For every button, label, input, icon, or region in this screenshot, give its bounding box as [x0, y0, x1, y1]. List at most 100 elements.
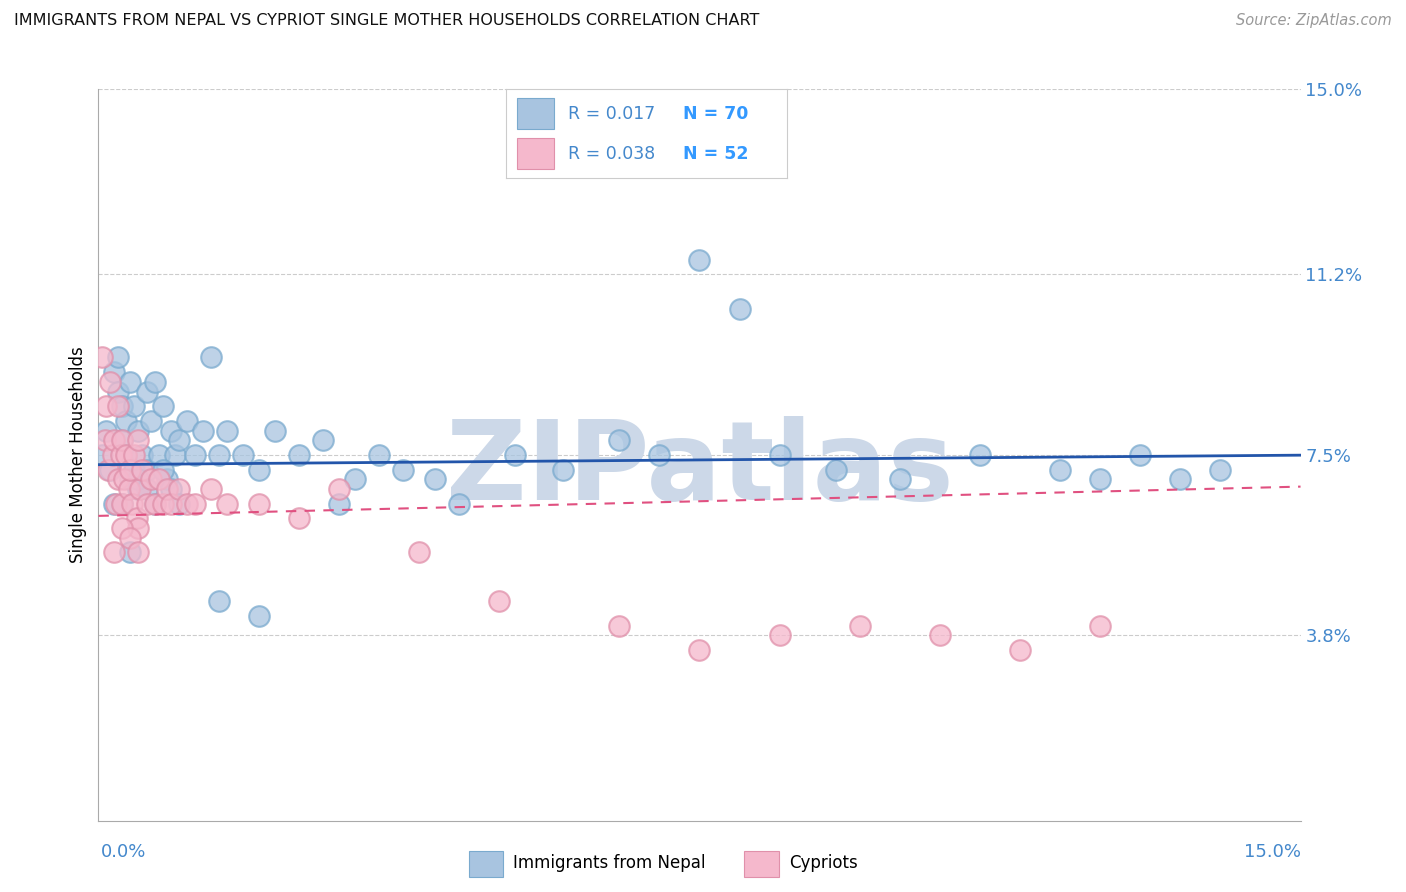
Point — [287, 448, 309, 462]
Point — [115, 448, 138, 462]
Point — [503, 448, 526, 462]
Text: 0.0%: 0.0% — [101, 843, 146, 861]
Point — [176, 497, 198, 511]
Point — [143, 375, 166, 389]
Point — [103, 365, 125, 379]
Point — [768, 448, 790, 462]
Point — [139, 414, 162, 428]
Point — [120, 545, 142, 559]
Point — [728, 301, 751, 316]
Point — [208, 448, 231, 462]
Point — [101, 448, 124, 462]
Point — [120, 462, 142, 476]
Point — [447, 497, 470, 511]
Point — [124, 448, 146, 462]
Point — [929, 628, 952, 642]
Point — [648, 448, 671, 462]
Point — [152, 462, 174, 476]
Point — [1049, 462, 1071, 476]
Point — [96, 399, 118, 413]
Text: N = 70: N = 70 — [683, 104, 748, 123]
Point — [1209, 462, 1232, 476]
Point — [112, 472, 135, 486]
Point — [768, 628, 790, 642]
Point — [152, 399, 174, 413]
Point — [159, 424, 181, 438]
Point — [208, 594, 231, 608]
Point — [103, 434, 125, 448]
Point — [91, 351, 114, 365]
Point — [247, 462, 270, 476]
Point — [139, 472, 162, 486]
Point — [263, 424, 285, 438]
FancyBboxPatch shape — [517, 98, 554, 129]
Point — [124, 462, 146, 476]
Point — [135, 462, 157, 476]
Point — [183, 497, 205, 511]
Point — [148, 472, 170, 486]
Point — [191, 424, 214, 438]
Point — [91, 448, 114, 462]
Point — [247, 608, 270, 623]
Point — [120, 531, 142, 545]
Point — [135, 482, 157, 496]
Point — [128, 424, 150, 438]
Point — [343, 472, 366, 486]
Point — [128, 545, 150, 559]
Point — [200, 351, 222, 365]
Point — [128, 482, 150, 496]
Point — [143, 497, 166, 511]
Text: R = 0.038: R = 0.038 — [568, 145, 655, 163]
Point — [688, 643, 710, 657]
Point — [128, 521, 150, 535]
Point — [111, 497, 134, 511]
Text: Source: ZipAtlas.com: Source: ZipAtlas.com — [1236, 13, 1392, 29]
Point — [128, 472, 150, 486]
Point — [824, 462, 846, 476]
Point — [167, 482, 190, 496]
Point — [118, 482, 141, 496]
Point — [1170, 472, 1192, 486]
Point — [392, 462, 415, 476]
Point — [97, 462, 120, 476]
Point — [100, 375, 122, 389]
Point — [111, 497, 134, 511]
Text: Immigrants from Nepal: Immigrants from Nepal — [513, 854, 706, 872]
Text: N = 52: N = 52 — [683, 145, 749, 163]
Point — [107, 472, 129, 486]
Point — [155, 482, 177, 496]
Point — [121, 497, 143, 511]
Point — [408, 545, 430, 559]
Point — [111, 434, 134, 448]
Text: IMMIGRANTS FROM NEPAL VS CYPRIOT SINGLE MOTHER HOUSEHOLDS CORRELATION CHART: IMMIGRANTS FROM NEPAL VS CYPRIOT SINGLE … — [14, 13, 759, 29]
Point — [688, 252, 710, 267]
Point — [159, 482, 181, 496]
Point — [148, 448, 170, 462]
Point — [849, 618, 872, 632]
Point — [120, 375, 142, 389]
FancyBboxPatch shape — [745, 851, 779, 877]
Point — [488, 594, 510, 608]
Point — [107, 384, 129, 399]
Point — [609, 434, 631, 448]
Point — [143, 497, 166, 511]
Point — [200, 482, 222, 496]
Point — [167, 434, 190, 448]
Point — [96, 424, 118, 438]
Point — [969, 448, 991, 462]
Point — [287, 511, 309, 525]
Point — [129, 482, 152, 496]
Point — [328, 482, 350, 496]
Point — [155, 472, 177, 486]
Text: Cypriots: Cypriots — [789, 854, 858, 872]
Point — [115, 448, 138, 462]
Point — [176, 414, 198, 428]
Text: ZIPatlas: ZIPatlas — [446, 416, 953, 523]
Point — [115, 414, 138, 428]
Text: 15.0%: 15.0% — [1243, 843, 1301, 861]
Point — [100, 462, 122, 476]
Point — [889, 472, 911, 486]
Point — [120, 472, 142, 486]
Point — [107, 399, 129, 413]
Point — [553, 462, 575, 476]
